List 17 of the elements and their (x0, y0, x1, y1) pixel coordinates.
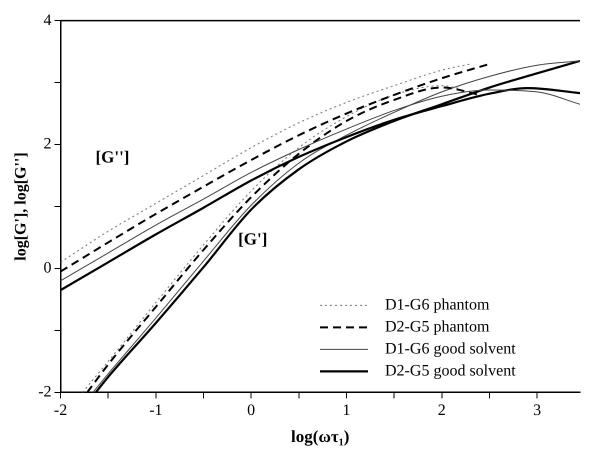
legend-label: D1-G6 phantom (385, 296, 490, 314)
annotation: [G'] (238, 229, 268, 248)
legend-label: D1-G6 good solvent (385, 340, 516, 358)
legend-label: D2-G5 good solvent (385, 362, 516, 380)
x-axis-title: log(ωτ₁) (291, 427, 350, 446)
y-tick-label: 0 (44, 260, 52, 277)
x-tick-label: 2 (438, 402, 446, 420)
y-axis-title: log[G'], log[G''] (12, 152, 30, 261)
legend-label: D2-G5 phantom (385, 318, 490, 336)
y-tick-label: 4 (44, 12, 52, 29)
x-tick-label: 3 (533, 402, 542, 420)
annotation: [G''] (95, 148, 130, 167)
x-tick-label: 0 (247, 402, 256, 420)
y-tick-label: 2 (44, 136, 52, 153)
x-tick-label: 1 (342, 402, 350, 420)
x-tick-label: -1 (149, 402, 163, 420)
y-tick-label: -2 (38, 384, 52, 401)
